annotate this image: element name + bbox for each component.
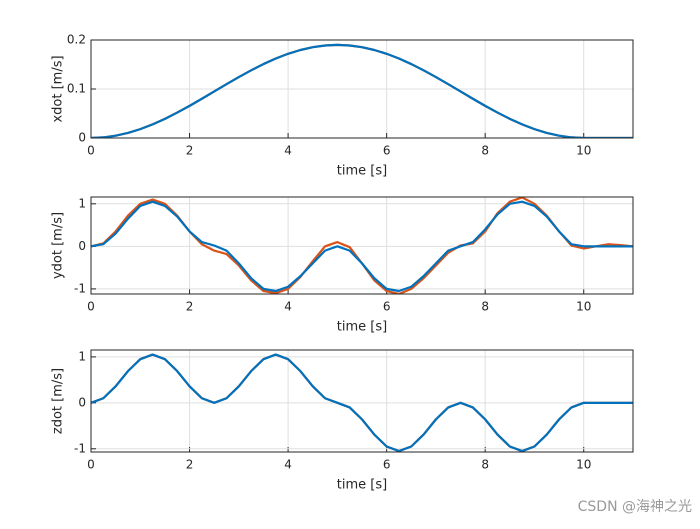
y-tick-label: 0.1 (67, 82, 86, 96)
x-tick-label: 8 (481, 458, 489, 472)
axes-box (90, 196, 634, 295)
y-axis-label: ydot [m/s] (51, 212, 66, 279)
x-tick-label: 0 (87, 144, 95, 158)
x-tick-label: 2 (186, 300, 194, 314)
x-tick-label: 0 (87, 300, 95, 314)
y-tick-label: -1 (74, 281, 86, 295)
watermark: CSDN @海神之光 (578, 499, 692, 515)
y-tick-label: 0 (78, 395, 86, 409)
x-tick-label: 10 (576, 458, 591, 472)
axes-box (90, 39, 634, 139)
x-tick-label: 4 (284, 144, 292, 158)
y-axis-label: xdot [m/s] (51, 55, 66, 122)
series-line (91, 43, 633, 138)
x-tick-label: 0 (87, 458, 95, 472)
y-tick-label: -1 (74, 441, 86, 455)
x-tick-label: 6 (383, 458, 391, 472)
x-tick-label: 10 (576, 300, 591, 314)
y-axis-label: zdot [m/s] (51, 368, 66, 434)
x-tick-label: 10 (576, 144, 591, 158)
axes-box (90, 349, 634, 453)
x-tick-label: 2 (186, 144, 194, 158)
x-tick-label: 8 (481, 144, 489, 158)
x-tick-label: 4 (284, 458, 292, 472)
plot-area (91, 350, 633, 452)
x-tick-label: 8 (481, 300, 489, 314)
y-tick-label: 0.2 (67, 33, 86, 47)
y-tick-label: 0 (78, 239, 86, 253)
series-line (91, 200, 633, 293)
x-axis-label: time [s] (337, 320, 387, 335)
y-tick-label: 1 (78, 196, 86, 210)
x-tick-label: 2 (186, 458, 194, 472)
y-tick-label: 1 (78, 349, 86, 363)
x-axis-label: time [s] (337, 164, 387, 179)
x-tick-label: 4 (284, 300, 292, 314)
x-tick-label: 6 (383, 300, 391, 314)
y-tick-label: 0 (78, 131, 86, 145)
series-line (91, 353, 633, 452)
x-tick-label: 6 (383, 144, 391, 158)
x-axis-label: time [s] (337, 478, 387, 493)
